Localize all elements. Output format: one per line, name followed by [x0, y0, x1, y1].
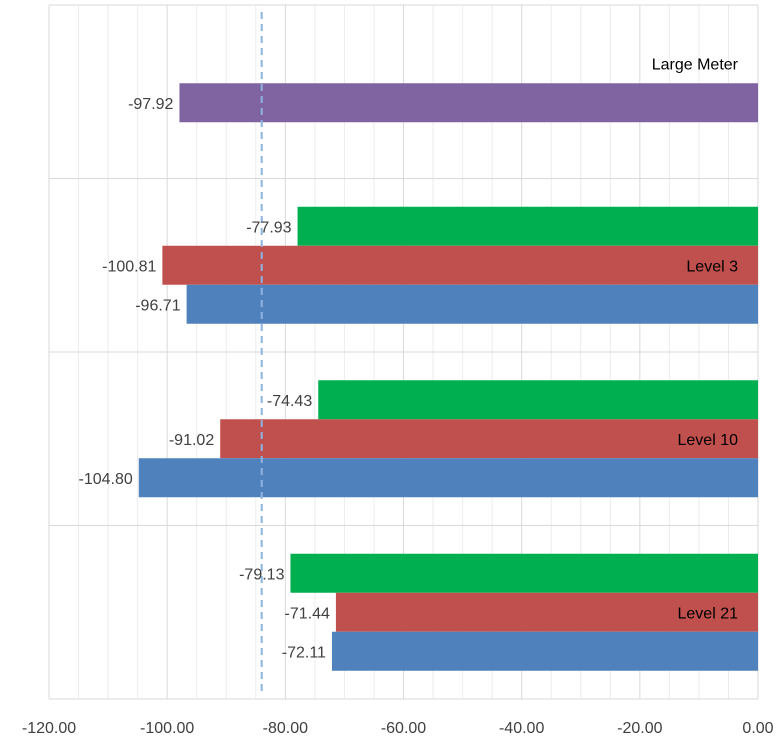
- group-label: Large Meter: [652, 56, 739, 73]
- x-tick-label: 0.00: [742, 720, 773, 737]
- bar-value-label: -100.81: [102, 258, 156, 275]
- bar: [297, 206, 758, 246]
- group-labels: Large Meter Level 3 Level 10 Level 21: [652, 56, 739, 622]
- x-tick-label: -40.00: [499, 720, 544, 737]
- bar-value-label: -77.93: [246, 219, 291, 236]
- group-label: Level 21: [678, 605, 739, 622]
- x-tick-label: -20.00: [617, 720, 662, 737]
- bar-value-label: -104.80: [79, 471, 133, 488]
- bar-value-label: -74.43: [267, 393, 312, 410]
- bar-value-label: -71.44: [285, 605, 330, 622]
- bar: [335, 592, 758, 632]
- x-tick-label: -60.00: [381, 720, 426, 737]
- bar-value-label: -97.92: [128, 96, 173, 113]
- x-tick-label: -80.00: [263, 720, 308, 737]
- bars: [138, 83, 759, 671]
- group-separators: [49, 178, 758, 526]
- bar: [290, 553, 758, 593]
- bar: [138, 458, 759, 498]
- bar-value-labels: -97.92 -77.93 -100.81 -96.71 -74.43 -91.02 -10…: [79, 96, 330, 662]
- bar: [162, 245, 758, 285]
- x-axis-tick-labels: -120.00 -100.00 -80.00 -60.00 -40.00 -20.00 0.…: [22, 720, 774, 737]
- x-tick-label: -120.00: [22, 720, 76, 737]
- group-label: Level 10: [678, 432, 739, 449]
- x-tick-label: -100.00: [140, 720, 194, 737]
- bar: [186, 284, 758, 324]
- bar: [331, 631, 758, 671]
- bar: [220, 419, 758, 459]
- group-label: Level 3: [686, 258, 738, 275]
- bar: [318, 380, 758, 420]
- bar: [179, 83, 758, 123]
- bar-value-label: -72.11: [282, 644, 326, 661]
- bar-value-label: -96.71: [135, 297, 180, 314]
- bar-value-label: -79.13: [239, 566, 284, 583]
- bar-value-label: -91.02: [169, 432, 214, 449]
